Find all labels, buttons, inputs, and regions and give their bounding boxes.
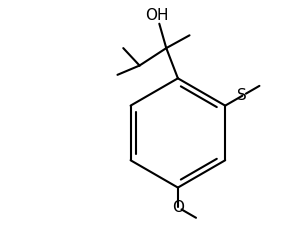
Text: OH: OH (145, 8, 169, 23)
Text: S: S (237, 88, 247, 103)
Text: O: O (172, 200, 184, 215)
